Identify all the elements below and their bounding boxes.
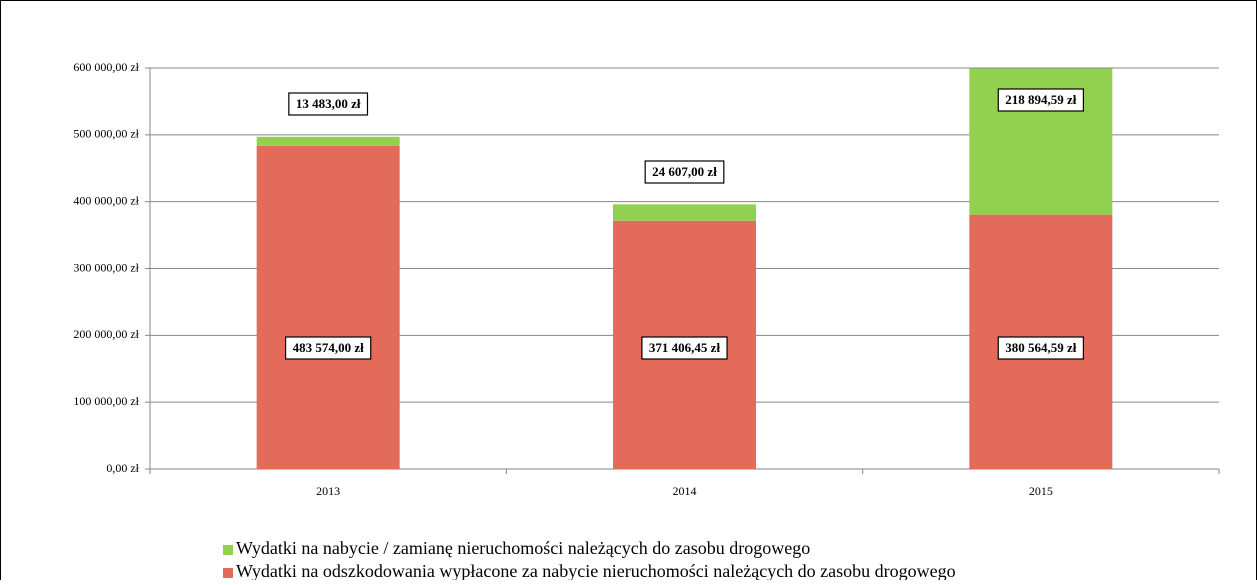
legend-label: Wydatki na odszkodowania wypłacone za na… — [236, 561, 956, 580]
value-label: 483 574,00 zł — [293, 340, 365, 355]
y-tick-label: 200 000,00 zł — [73, 327, 139, 341]
x-tick-label: 2014 — [673, 484, 697, 498]
bar-segment — [256, 145, 400, 469]
value-label-box — [284, 336, 372, 360]
y-tick-label: 600 000,00 zł — [73, 60, 139, 74]
value-label: 371 406,45 zł — [649, 340, 721, 355]
y-tick-label: 500 000,00 zł — [73, 127, 139, 141]
legend-label: Wydatki na nabycie / zamianę nieruchomoś… — [236, 538, 810, 558]
legend-swatch — [223, 568, 233, 578]
x-tick-label: 2013 — [316, 484, 340, 498]
bar-segment — [256, 136, 400, 146]
x-tick-label: 2015 — [1029, 484, 1053, 498]
value-label-box — [997, 336, 1085, 360]
value-label: 24 607,00 zł — [652, 164, 717, 179]
value-label: 380 564,59 zł — [1005, 340, 1077, 355]
value-label: 13 483,00 zł — [296, 96, 361, 111]
y-tick-label: 300 000,00 zł — [73, 260, 139, 274]
legend-swatch — [223, 545, 233, 555]
y-tick-label: 0,00 zł — [106, 461, 139, 475]
value-label-box — [641, 336, 728, 360]
value-label-box — [644, 160, 725, 184]
bar-segment — [613, 204, 756, 221]
y-tick-label: 100 000,00 zł — [73, 394, 139, 408]
value-label-box — [997, 88, 1085, 112]
value-label-box — [288, 92, 369, 116]
value-label: 218 894,59 zł — [1005, 92, 1077, 107]
y-tick-label: 400 000,00 zł — [73, 193, 139, 207]
